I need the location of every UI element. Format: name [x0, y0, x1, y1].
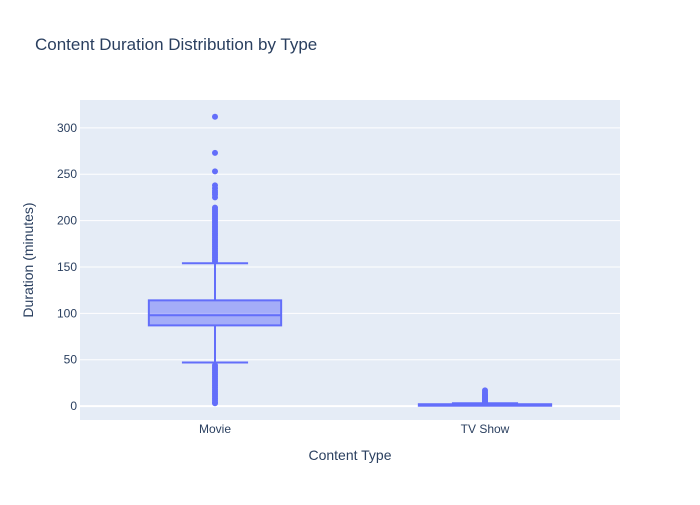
y-tick-labels: 0 50 100 150 200 250 300: [57, 121, 77, 413]
y-tick-label: 0: [70, 399, 77, 413]
y-tick-label: 300: [57, 121, 77, 135]
y-tick-label: 250: [57, 167, 77, 181]
plot-background: [80, 100, 620, 420]
y-tick-label: 200: [57, 214, 77, 228]
outlier-point: [212, 149, 218, 156]
x-tick-labels: Movie TV Show: [199, 422, 510, 436]
y-tick-label: 100: [57, 306, 77, 320]
outlier-point: [212, 400, 218, 407]
box-plots: [147, 113, 553, 407]
y-tick-label: 50: [64, 353, 78, 367]
box-tv-show: [417, 387, 553, 407]
y-axis-title: Duration (minutes): [20, 202, 36, 317]
x-tick-label: Movie: [199, 422, 231, 436]
outlier-point: [212, 168, 218, 175]
outlier-point: [212, 258, 218, 265]
x-axis-title: Content Type: [308, 447, 391, 463]
box-iqr: [147, 299, 283, 327]
outlier-point: [212, 113, 218, 120]
x-tick-label: TV Show: [461, 422, 510, 436]
outlier-point: [482, 387, 488, 394]
box-movie: [147, 113, 283, 407]
y-tick-label: 150: [57, 260, 77, 274]
chart-title: Content Duration Distribution by Type: [35, 35, 317, 54]
outlier-point: [212, 194, 218, 201]
